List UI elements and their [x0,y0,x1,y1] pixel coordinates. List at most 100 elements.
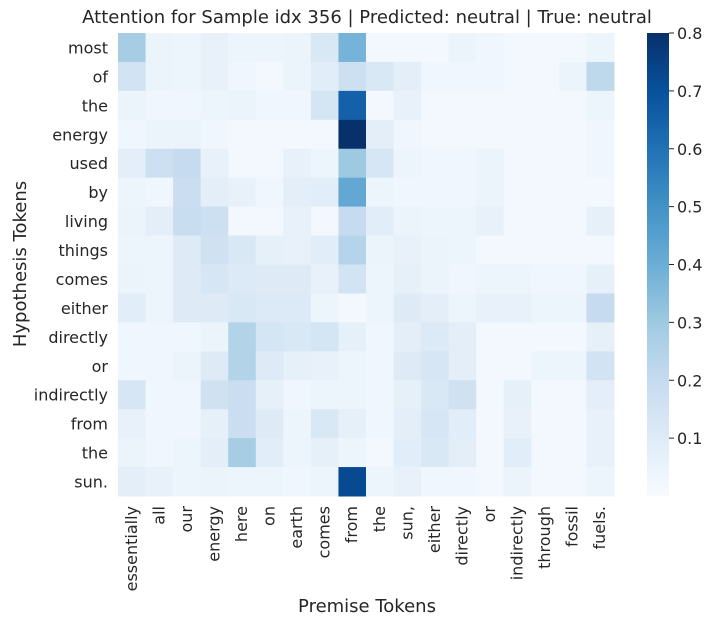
heatmap-cell [311,467,339,496]
heatmap-cell [173,62,201,91]
heatmap-cell [338,380,366,409]
heatmap-cell [228,467,256,496]
heatmap-cell [173,351,201,380]
heatmap-cell [283,293,311,322]
heatmap-cell [201,467,229,496]
heatmap-cell [283,120,311,149]
heatmap-cell [586,409,614,438]
heatmap-cell [531,91,559,120]
heatmap-cell [504,91,532,120]
heatmap-cell [256,351,284,380]
heatmap-cell [366,91,394,120]
x-tick-label: through [535,506,554,569]
heatmap-cell [311,91,339,120]
heatmap-cell [394,62,422,91]
heatmap-cell [118,380,146,409]
heatmap-cell [173,438,201,467]
heatmap-cell [421,351,449,380]
heatmap-cell [531,236,559,265]
y-tick-label: indirectly [34,386,108,405]
y-tick-label: the [82,96,108,115]
heatmap-cell [366,467,394,496]
heatmap-cell [146,207,174,236]
heatmap-cell [586,293,614,322]
heatmap-cell [559,62,587,91]
heatmap-cell [311,120,339,149]
heatmap-cell [118,438,146,467]
heatmap-cell [173,178,201,207]
heatmap-cell [394,265,422,294]
heatmap-cell [228,351,256,380]
heatmap-cell [146,91,174,120]
heatmap-cell [476,120,504,149]
heatmap-cell [118,236,146,265]
heatmap-cell [201,62,229,91]
x-tick-label: the [370,506,389,532]
heatmap-cell [283,62,311,91]
heatmap-cell [476,380,504,409]
heatmap-cell [559,178,587,207]
heatmap-cell [531,265,559,294]
heatmap-cell [228,380,256,409]
heatmap-cell [586,351,614,380]
heatmap-cell [283,33,311,62]
heatmap-cell [421,438,449,467]
colorbar-tick-label: 0.7 [677,82,702,101]
heatmap-cell [118,351,146,380]
y-tick-label: living [65,212,108,231]
heatmap-cell [449,409,477,438]
heatmap-cell [311,380,339,409]
heatmap-cell [366,149,394,178]
heatmap-cell [366,438,394,467]
x-tick-label: directly [452,506,471,566]
heatmap-cell [559,380,587,409]
heatmap-cell [531,62,559,91]
heatmap-cell [366,236,394,265]
heatmap-cell [311,293,339,322]
heatmap-cell [256,409,284,438]
heatmap-cell [311,236,339,265]
y-tick-label: comes [56,270,108,289]
heatmap-cell [586,265,614,294]
heatmap-cell [338,178,366,207]
heatmap-cell [146,62,174,91]
heatmap-cell [476,91,504,120]
heatmap-cell [173,380,201,409]
heatmap-cell [421,293,449,322]
heatmap-cell [283,380,311,409]
heatmap-cell [201,91,229,120]
heatmap-cell [421,207,449,236]
heatmap-cell [146,467,174,496]
x-axis-label: Premise Tokens [298,596,436,617]
heatmap-cell [586,91,614,120]
heatmap-cell [228,62,256,91]
heatmap-cell [394,120,422,149]
heatmap-cell [366,33,394,62]
heatmap-cell [283,265,311,294]
heatmap-cell [394,293,422,322]
heatmap-cell [586,380,614,409]
heatmap-cell [173,467,201,496]
heatmap-cell [256,207,284,236]
heatmap-cell [228,91,256,120]
heatmap-cell [338,33,366,62]
heatmap-cell [366,120,394,149]
heatmap-cell [366,178,394,207]
heatmap-cell [338,293,366,322]
heatmap-cell [201,33,229,62]
heatmap-cell [449,351,477,380]
colorbar-tick-label: 0.5 [677,198,702,217]
heatmap-cell [283,178,311,207]
heatmap-cell [173,91,201,120]
x-tick-label: earth [287,506,306,549]
heatmap-cell [201,236,229,265]
heatmap-cell [201,265,229,294]
heatmap-cell [201,438,229,467]
y-tick-labels: most of the energy used by living things comes ei… [34,38,109,491]
heatmap-cell [449,265,477,294]
heatmap-cell [476,293,504,322]
heatmap-cell [338,62,366,91]
heatmap-cell [394,467,422,496]
heatmap-cell [531,409,559,438]
heatmap-cell [559,91,587,120]
